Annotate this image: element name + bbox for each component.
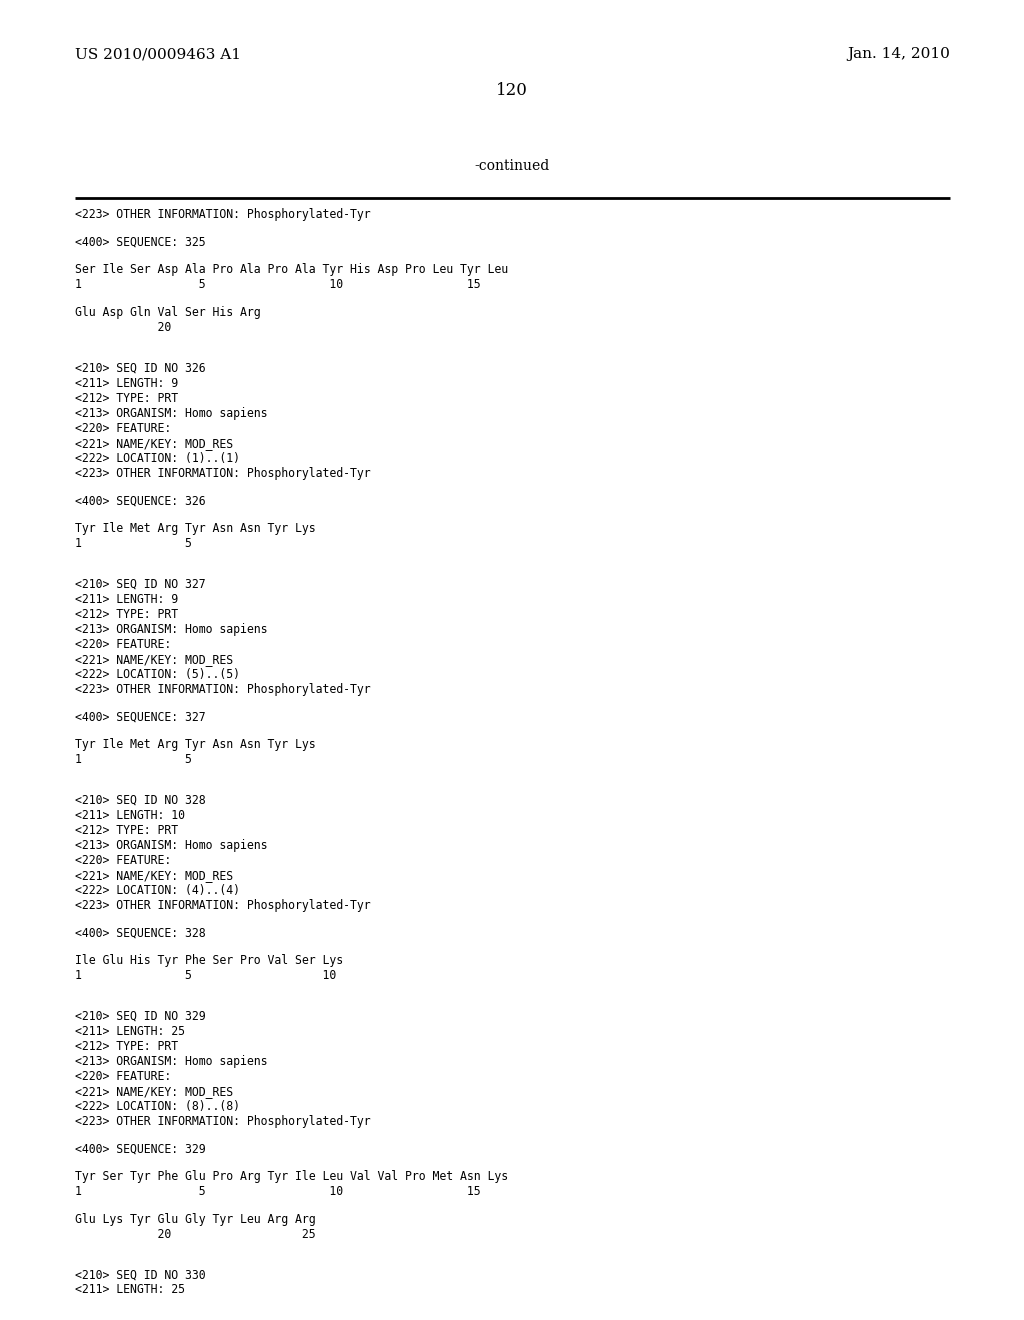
- Text: Jan. 14, 2010: Jan. 14, 2010: [847, 48, 950, 61]
- Text: <400> SEQUENCE: 329: <400> SEQUENCE: 329: [75, 1143, 206, 1155]
- Text: Ser Ile Ser Asp Ala Pro Ala Pro Ala Tyr His Asp Pro Leu Tyr Leu: Ser Ile Ser Asp Ala Pro Ala Pro Ala Tyr …: [75, 264, 508, 276]
- Text: <212> TYPE: PRT: <212> TYPE: PRT: [75, 1040, 178, 1053]
- Text: <211> LENGTH: 25: <211> LENGTH: 25: [75, 1283, 185, 1296]
- Text: 1               5: 1 5: [75, 754, 191, 766]
- Text: <222> LOCATION: (1)..(1): <222> LOCATION: (1)..(1): [75, 451, 240, 465]
- Text: Tyr Ile Met Arg Tyr Asn Asn Tyr Lys: Tyr Ile Met Arg Tyr Asn Asn Tyr Lys: [75, 738, 315, 751]
- Text: Tyr Ile Met Arg Tyr Asn Asn Tyr Lys: Tyr Ile Met Arg Tyr Asn Asn Tyr Lys: [75, 523, 315, 535]
- Text: <221> NAME/KEY: MOD_RES: <221> NAME/KEY: MOD_RES: [75, 869, 233, 882]
- Text: <223> OTHER INFORMATION: Phosphorylated-Tyr: <223> OTHER INFORMATION: Phosphorylated-…: [75, 682, 371, 696]
- Text: <222> LOCATION: (4)..(4): <222> LOCATION: (4)..(4): [75, 884, 240, 896]
- Text: <223> OTHER INFORMATION: Phosphorylated-Tyr: <223> OTHER INFORMATION: Phosphorylated-…: [75, 467, 371, 479]
- Text: <223> OTHER INFORMATION: Phosphorylated-Tyr: <223> OTHER INFORMATION: Phosphorylated-…: [75, 899, 371, 912]
- Text: <211> LENGTH: 10: <211> LENGTH: 10: [75, 809, 185, 822]
- Text: Tyr Ser Tyr Phe Glu Pro Arg Tyr Ile Leu Val Val Pro Met Asn Lys: Tyr Ser Tyr Phe Glu Pro Arg Tyr Ile Leu …: [75, 1171, 508, 1183]
- Text: Glu Asp Gln Val Ser His Arg: Glu Asp Gln Val Ser His Arg: [75, 306, 261, 319]
- Text: <400> SEQUENCE: 327: <400> SEQUENCE: 327: [75, 710, 206, 723]
- Text: <210> SEQ ID NO 328: <210> SEQ ID NO 328: [75, 793, 206, 807]
- Text: <212> TYPE: PRT: <212> TYPE: PRT: [75, 607, 178, 620]
- Text: <213> ORGANISM: Homo sapiens: <213> ORGANISM: Homo sapiens: [75, 1055, 267, 1068]
- Text: <211> LENGTH: 9: <211> LENGTH: 9: [75, 593, 178, 606]
- Text: US 2010/0009463 A1: US 2010/0009463 A1: [75, 48, 241, 61]
- Text: 120: 120: [496, 82, 528, 99]
- Text: 1               5                   10: 1 5 10: [75, 969, 336, 982]
- Text: <221> NAME/KEY: MOD_RES: <221> NAME/KEY: MOD_RES: [75, 1085, 233, 1098]
- Text: <210> SEQ ID NO 329: <210> SEQ ID NO 329: [75, 1010, 206, 1023]
- Text: <223> OTHER INFORMATION: Phosphorylated-Tyr: <223> OTHER INFORMATION: Phosphorylated-…: [75, 1115, 371, 1127]
- Text: <220> FEATURE:: <220> FEATURE:: [75, 638, 171, 651]
- Text: Glu Lys Tyr Glu Gly Tyr Leu Arg Arg: Glu Lys Tyr Glu Gly Tyr Leu Arg Arg: [75, 1213, 315, 1226]
- Text: <213> ORGANISM: Homo sapiens: <213> ORGANISM: Homo sapiens: [75, 407, 267, 420]
- Text: <400> SEQUENCE: 326: <400> SEQUENCE: 326: [75, 495, 206, 507]
- Text: 20                   25: 20 25: [75, 1228, 315, 1241]
- Text: <213> ORGANISM: Homo sapiens: <213> ORGANISM: Homo sapiens: [75, 623, 267, 636]
- Text: <222> LOCATION: (8)..(8): <222> LOCATION: (8)..(8): [75, 1100, 240, 1113]
- Text: <220> FEATURE:: <220> FEATURE:: [75, 854, 171, 867]
- Text: 1               5: 1 5: [75, 537, 191, 550]
- Text: <221> NAME/KEY: MOD_RES: <221> NAME/KEY: MOD_RES: [75, 437, 233, 450]
- Text: <220> FEATURE:: <220> FEATURE:: [75, 422, 171, 434]
- Text: <212> TYPE: PRT: <212> TYPE: PRT: [75, 824, 178, 837]
- Text: <210> SEQ ID NO 327: <210> SEQ ID NO 327: [75, 578, 206, 591]
- Text: <213> ORGANISM: Homo sapiens: <213> ORGANISM: Homo sapiens: [75, 838, 267, 851]
- Text: <223> OTHER INFORMATION: Phosphorylated-Tyr: <223> OTHER INFORMATION: Phosphorylated-…: [75, 209, 371, 220]
- Text: <220> FEATURE:: <220> FEATURE:: [75, 1069, 171, 1082]
- Text: <222> LOCATION: (5)..(5): <222> LOCATION: (5)..(5): [75, 668, 240, 681]
- Text: 20: 20: [75, 321, 171, 334]
- Text: <221> NAME/KEY: MOD_RES: <221> NAME/KEY: MOD_RES: [75, 653, 233, 665]
- Text: <212> TYPE: PRT: <212> TYPE: PRT: [75, 392, 178, 405]
- Text: <211> LENGTH: 9: <211> LENGTH: 9: [75, 376, 178, 389]
- Text: <400> SEQUENCE: 325: <400> SEQUENCE: 325: [75, 236, 206, 248]
- Text: -continued: -continued: [474, 158, 550, 173]
- Text: <210> SEQ ID NO 330: <210> SEQ ID NO 330: [75, 1269, 206, 1282]
- Text: <210> SEQ ID NO 326: <210> SEQ ID NO 326: [75, 362, 206, 375]
- Text: 1                 5                  10                  15: 1 5 10 15: [75, 279, 480, 292]
- Text: Ile Glu His Tyr Phe Ser Pro Val Ser Lys: Ile Glu His Tyr Phe Ser Pro Val Ser Lys: [75, 954, 343, 968]
- Text: 1                 5                  10                  15: 1 5 10 15: [75, 1185, 480, 1199]
- Text: <211> LENGTH: 25: <211> LENGTH: 25: [75, 1024, 185, 1038]
- Text: <400> SEQUENCE: 328: <400> SEQUENCE: 328: [75, 927, 206, 940]
